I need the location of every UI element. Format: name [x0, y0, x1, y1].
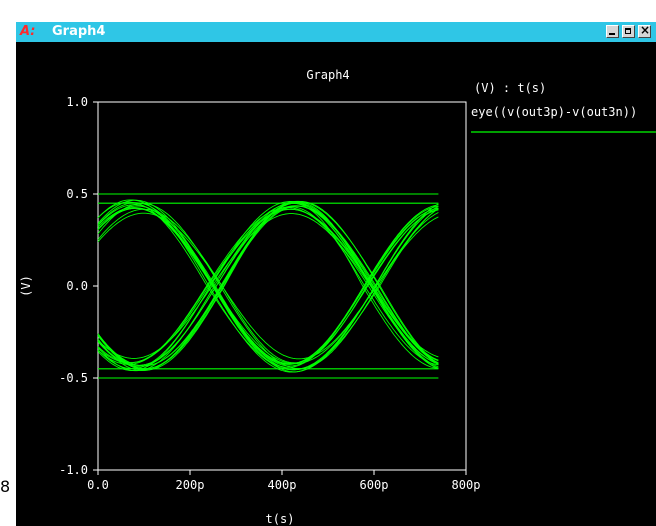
eye-diagram-traces [97, 193, 439, 379]
y-axis-label: (V) [19, 275, 33, 297]
eye-trace [97, 208, 439, 364]
eye-trace [97, 205, 439, 367]
x-tick-label: 0.0 [87, 478, 109, 492]
app-logo-icon: A: [20, 24, 36, 39]
maximize-button[interactable] [622, 25, 635, 38]
eye-trace [97, 203, 439, 369]
x-tick-label: 200p [176, 478, 205, 492]
minimize-button[interactable] [606, 25, 619, 38]
eye-trace [97, 207, 439, 365]
x-tick-label: 800p [452, 478, 481, 492]
legend-series-name: eye((v(out3p)-v(out3n)) [471, 105, 637, 119]
eye-trace [97, 200, 439, 372]
stray-label: 8 [0, 477, 11, 496]
graph-plot: 1.0 0.5 0.0 -0.5 -1.0 0.0 200p 400p 600p 800p Gr… [16, 42, 656, 526]
eye-trace [97, 200, 439, 372]
x-axis-label: t(s) [266, 512, 295, 526]
y-tick-label: 1.0 [66, 95, 88, 109]
eye-trace [97, 201, 439, 371]
x-tick-label: 600p [360, 478, 389, 492]
title-bar[interactable]: A: Graph4 [16, 22, 656, 42]
graph-window: 1.0 0.5 0.0 -0.5 -1.0 0.0 200p 400p 600p 800p Gr… [16, 22, 656, 526]
eye-trace [97, 202, 439, 370]
x-tick-label: 400p [268, 478, 297, 492]
eye-trace [97, 212, 439, 360]
eye-trace [97, 199, 439, 373]
close-button[interactable] [638, 23, 651, 38]
window-title: Graph4 [52, 24, 106, 39]
eye-trace [97, 207, 439, 365]
y-tick-label: -0.5 [59, 371, 88, 385]
y-tick-label: -1.0 [59, 463, 88, 477]
chart-title: Graph4 [306, 68, 349, 82]
y-tick-label: 0.5 [66, 187, 88, 201]
legend-header: (V) : t(s) [474, 81, 546, 95]
y-tick-label: 0.0 [66, 279, 88, 293]
